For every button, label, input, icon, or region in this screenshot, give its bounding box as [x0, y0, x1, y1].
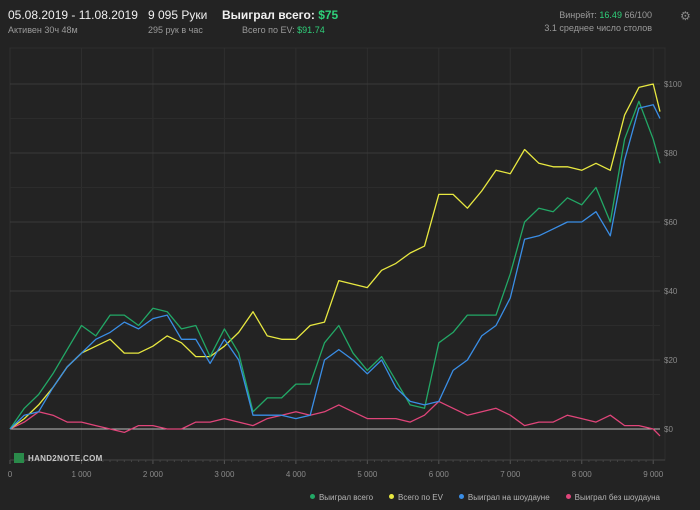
legend-dot-icon [458, 494, 464, 499]
plot-area [9, 47, 666, 461]
x-tick-label: 0 [8, 470, 13, 479]
series-line [9, 100, 661, 430]
active-time: Активен 30ч 48м [8, 25, 78, 35]
y-axis: $0 $20 $40 $60 $80 $100 [664, 80, 682, 434]
date-block: 05.08.2019 - 11.08.2019 Активен 30ч 48м [8, 8, 138, 35]
hand2note-logo: HAND2NOTE.COM [14, 453, 103, 463]
x-tick-label: 8 000 [572, 470, 593, 479]
avg-tables: 3.1 среднее число столов [544, 23, 652, 33]
won-total-value: $75 [318, 8, 339, 22]
winrate: Винрейт: 16.49 66/100 [544, 10, 652, 20]
ev-total-label: Всего по EV: [242, 25, 295, 35]
y-tick-label: $60 [664, 218, 678, 227]
legend-dot-icon [565, 494, 571, 499]
ev-total-value: $91.74 [297, 25, 325, 35]
x-tick-label: 7 000 [500, 470, 521, 479]
legend-item[interactable]: Выиграл всего [309, 493, 374, 502]
y-tick-label: $80 [664, 149, 678, 158]
series-line [9, 400, 661, 437]
winrate-block: Винрейт: 16.49 66/100 3.1 среднее число … [544, 8, 652, 33]
legend-label: Выиграл всего [318, 493, 374, 502]
legend-dot-icon [309, 494, 315, 499]
winrate-label: Винрейт: [559, 10, 597, 20]
logo-text: HAND2NOTE.COM [28, 454, 103, 463]
x-tick-label: 1 000 [71, 470, 92, 479]
date-range: 05.08.2019 - 11.08.2019 [8, 8, 138, 22]
y-tick-label: $0 [664, 425, 673, 434]
ev-total: Всего по EV: $91.74 [222, 25, 338, 35]
legend-dot-icon [389, 494, 395, 499]
winrate-suffix: 66/100 [624, 10, 652, 20]
y-tick-label: $20 [664, 356, 678, 365]
series-line [9, 83, 661, 430]
won-total-label: Выиграл всего: [222, 8, 315, 22]
x-tick-label: 4 000 [286, 470, 307, 479]
won-total: Выиграл всего: $75 [222, 8, 338, 22]
x-axis: 0 1 000 2 000 3 000 4 000 5 000 6 000 7 000 8 00… [8, 459, 665, 479]
won-block: Выиграл всего: $75 Всего по EV: $91.74 [222, 8, 338, 35]
x-tick-label: 2 000 [143, 470, 164, 479]
winrate-value: 16.49 [599, 10, 622, 20]
legend-item[interactable]: Выиграл без шоудауна [565, 493, 660, 502]
chart-legend: Выиграл всего Всего по EV Выиграл на шоуда… [294, 493, 660, 502]
hands-per-hour: 295 рук в час [148, 25, 203, 35]
header: 05.08.2019 - 11.08.2019 Активен 30ч 48м … [0, 0, 700, 40]
logo-mark-icon [14, 453, 24, 463]
y-tick-label: $100 [664, 80, 682, 89]
x-tick-label: 5 000 [357, 470, 378, 479]
legend-item[interactable]: Всего по EV [389, 493, 443, 502]
series-line [9, 104, 661, 430]
legend-item[interactable]: Выиграл на шоудауне [458, 493, 550, 502]
gear-icon[interactable]: ⚙ [680, 9, 691, 23]
x-tick-label: 6 000 [429, 470, 450, 479]
x-tick-label: 9 000 [643, 470, 664, 479]
chart-series [9, 83, 661, 437]
legend-label: Всего по EV [398, 493, 443, 502]
legend-label: Выиграл без шоудауна [574, 493, 660, 502]
x-tick-label: 3 000 [214, 470, 235, 479]
legend-label: Выиграл на шоудауне [467, 493, 550, 502]
hands-count: 9 095 Руки [148, 8, 208, 22]
hands-block: 9 095 Руки 295 рук в час [148, 8, 207, 35]
chart-grid [9, 47, 666, 461]
y-tick-label: $40 [664, 287, 678, 296]
